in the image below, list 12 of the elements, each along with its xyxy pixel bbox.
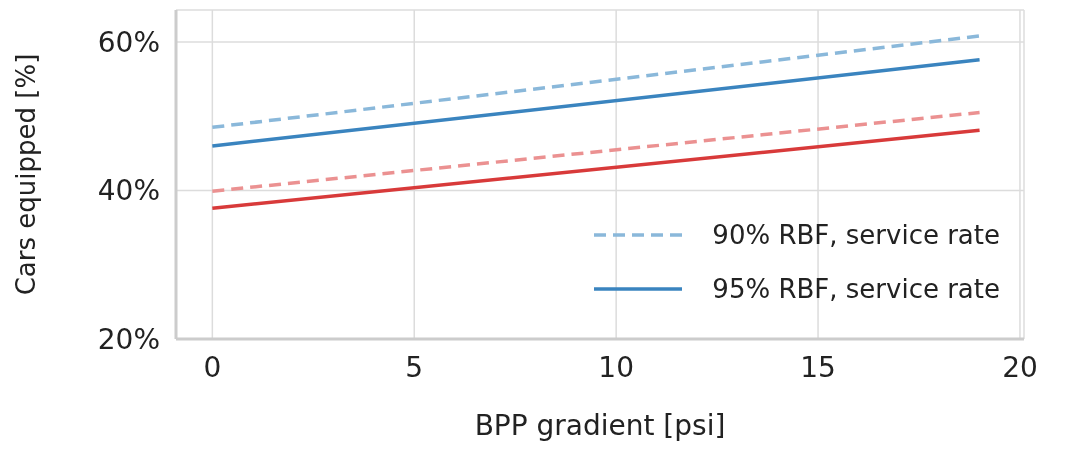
y-tick-label: 60%: [97, 25, 160, 59]
legend-label: 95% RBF, service rate: [712, 274, 1000, 304]
x-tick-label: 0: [203, 350, 222, 384]
x-tick-label: 15: [800, 350, 836, 384]
x-tick-label: 20: [1002, 350, 1038, 384]
legend-label: 90% RBF, service rate: [712, 220, 1000, 250]
y-tick-label: 20%: [97, 322, 160, 356]
x-tick-label: 10: [598, 350, 634, 384]
x-axis-title: BPP gradient [psi]: [474, 409, 726, 442]
x-tick-label: 5: [405, 350, 424, 384]
y-axis-title: Cars equipped [%]: [11, 53, 42, 296]
y-tick-label: 40%: [97, 174, 160, 208]
